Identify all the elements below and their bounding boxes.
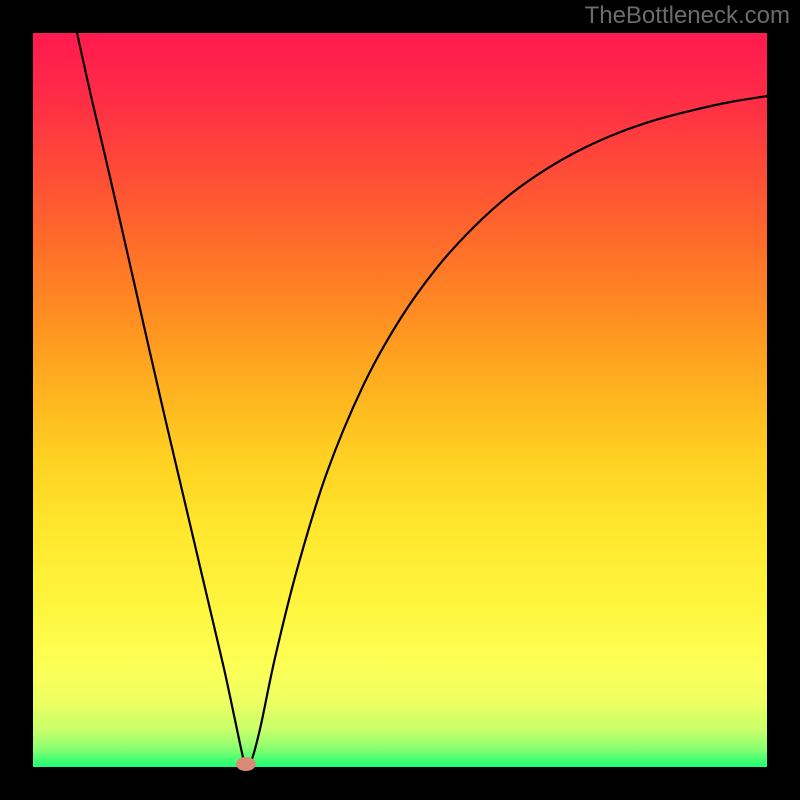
chart-container: TheBottleneck.com (0, 0, 800, 800)
watermark-text: TheBottleneck.com (585, 2, 790, 30)
plot-gradient-background (33, 33, 767, 767)
minimum-marker (236, 757, 256, 771)
bottleneck-plot (0, 0, 800, 800)
plot-area (33, 33, 767, 771)
